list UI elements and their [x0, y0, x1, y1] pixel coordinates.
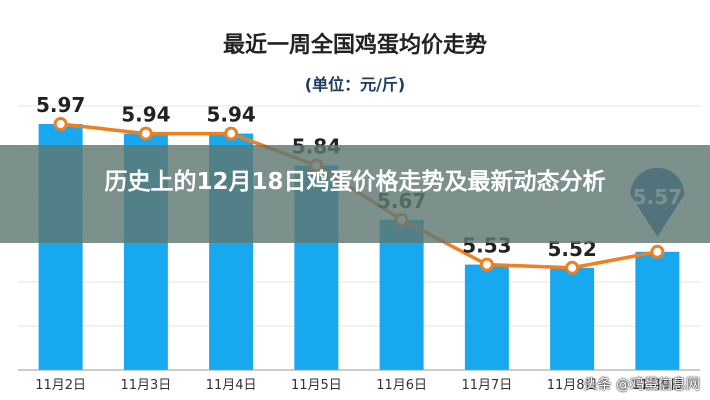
watermark: 头条 @鸡蛋信息网 [583, 377, 700, 393]
title-overlay-band [0, 145, 710, 243]
value-label: 5.94 [121, 103, 170, 127]
chart-subtitle: (单位：元/斤) [305, 75, 405, 94]
x-tick-label: 11月6日 [376, 378, 427, 393]
line-point [565, 260, 580, 275]
line-point [224, 126, 239, 141]
value-label: 5.94 [206, 103, 255, 127]
chart-title: 最近一周全国鸡蛋均价走势 [223, 32, 487, 58]
value-label: 5.97 [36, 93, 85, 117]
overlay-title: 历史上的12月18日鸡蛋价格走势及最新动态分析 [104, 169, 606, 195]
x-tick-label: 11月7日 [461, 378, 512, 393]
bar [464, 264, 509, 370]
bar [550, 267, 595, 370]
bar [635, 251, 680, 370]
x-tick-label: 11月2日 [35, 378, 86, 393]
x-tick-label: 11月3日 [120, 378, 171, 393]
x-tick-label: 11月5日 [291, 378, 342, 393]
line-point [138, 126, 153, 141]
bar [379, 219, 424, 370]
x-tick-label: 11月9日 [632, 378, 683, 393]
line-point [53, 117, 68, 131]
x-tick-label: 11月8日 [547, 378, 598, 393]
line-point [650, 244, 665, 259]
x-tick-label: 11月4日 [206, 378, 257, 393]
x-tick-labels: 11月2日 11月3日 11月4日 11月5日 11月6日 11月7日 11月8日 11月9日 [35, 378, 683, 393]
line-point [479, 257, 494, 272]
